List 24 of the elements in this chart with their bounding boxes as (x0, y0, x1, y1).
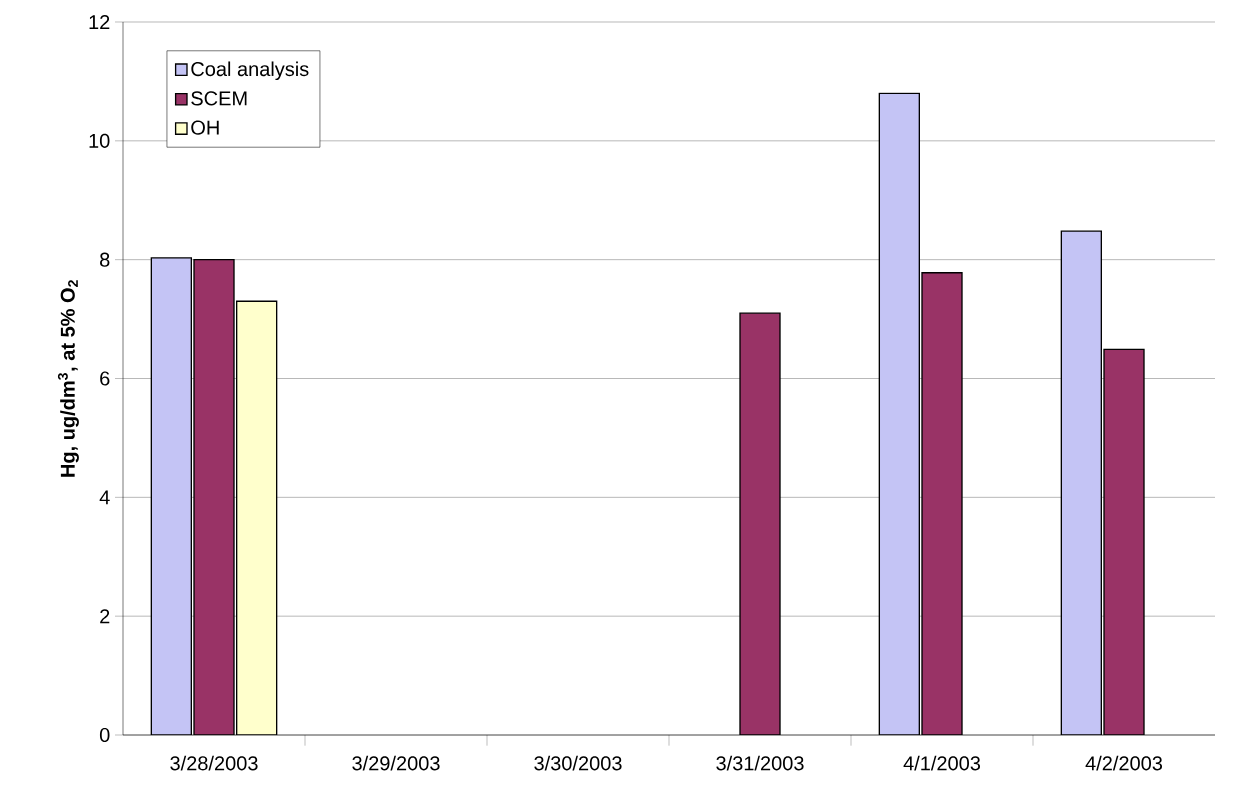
bar (150, 257, 193, 735)
x-tick-label: 3/30/2003 (534, 755, 622, 771)
bar (1103, 348, 1145, 735)
y-tick-label: 0 (99, 727, 110, 743)
x-tick-label: 4/2/2003 (1085, 755, 1163, 771)
y-tick-label: 10 (89, 133, 110, 148)
legend-label: SCEM (191, 91, 247, 106)
y-tick-label: 4 (99, 490, 110, 505)
legend-label: Coal analysis (191, 61, 309, 81)
y-tick-label: 8 (100, 252, 110, 267)
x-tick-label: 3/28/2003 (170, 755, 258, 771)
bar (193, 259, 235, 735)
bar (1060, 230, 1103, 735)
bar (878, 92, 921, 735)
x-tick-label: 3/29/2003 (352, 755, 440, 771)
y-axis-title: Hg, ug/dm$^{3}$, at 5% O$_{2}$ (57, 280, 79, 477)
y-tick-label: 12 (89, 15, 110, 29)
y-tick-label: 2 (100, 609, 110, 624)
x-tick-label: 4/1/2003 (903, 755, 981, 771)
x-tick-label: 3/31/2003 (716, 755, 804, 771)
bar (739, 312, 781, 735)
y-tick-label: 6 (100, 371, 110, 386)
legend-label: OH (191, 120, 219, 135)
bar (921, 272, 963, 735)
